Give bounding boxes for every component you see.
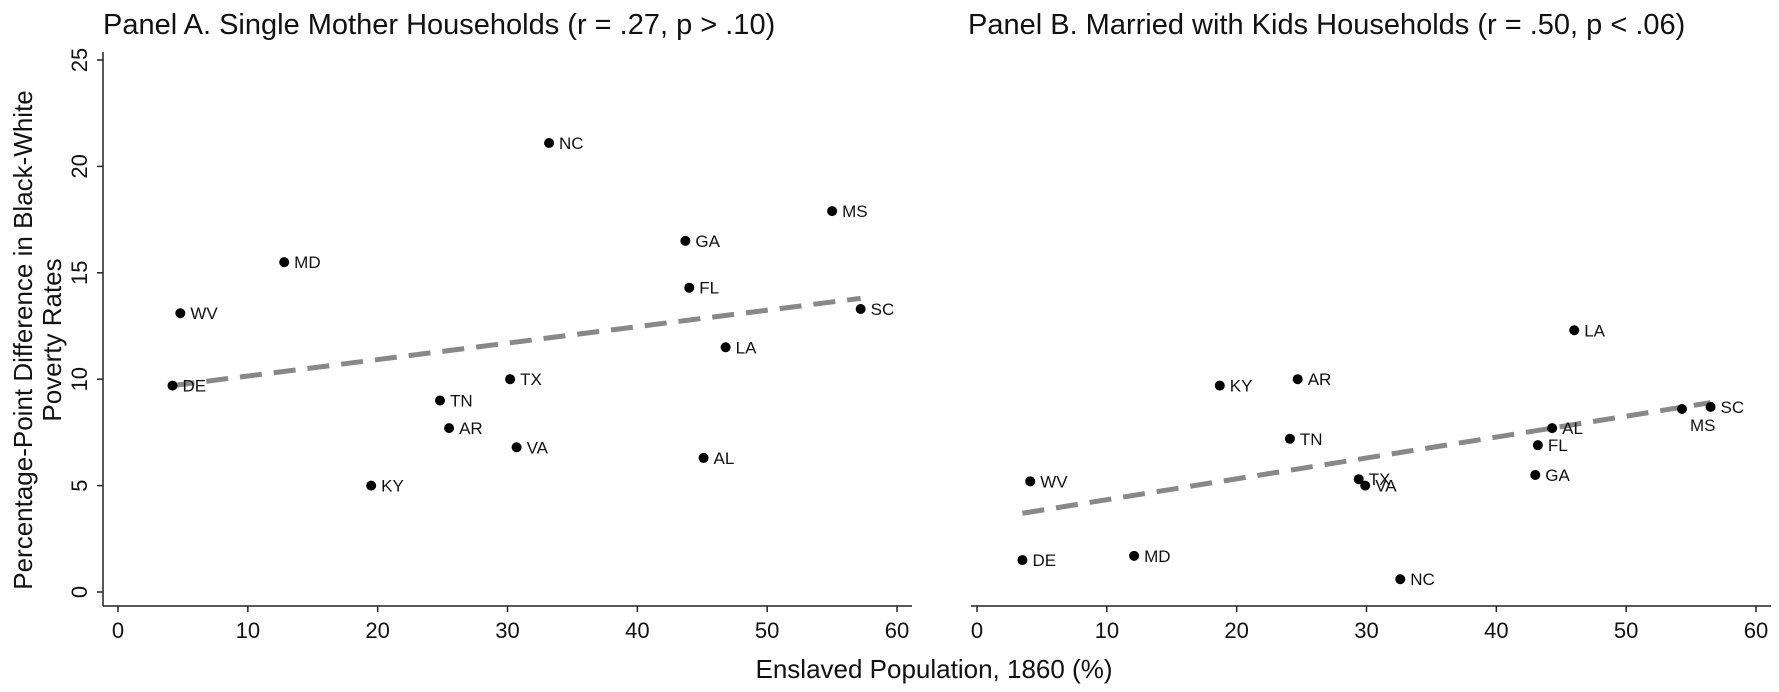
fit-line	[172, 295, 861, 389]
data-point-fl	[1532, 440, 1543, 451]
data-point-de	[167, 380, 178, 391]
point-label-va: VA	[527, 438, 549, 457]
data-point-nc	[544, 137, 555, 148]
data-point-ky	[366, 480, 377, 491]
point-label-ms: MS	[1690, 416, 1716, 435]
x-tick-label: 20	[365, 618, 389, 643]
y-tick-label: 15	[67, 261, 92, 285]
point-label-ga: GA	[695, 232, 720, 251]
data-point-ar	[444, 423, 455, 434]
data-point-la	[720, 342, 731, 353]
x-tick-label: 20	[1224, 618, 1248, 643]
data-point-ms	[1676, 403, 1687, 414]
point-label-de: DE	[183, 377, 207, 396]
point-label-tx: TX	[1369, 470, 1391, 489]
point-label-ms: MS	[842, 202, 868, 221]
panel-b-title: Panel B. Married with Kids Households (r…	[968, 9, 1685, 41]
point-label-md: MD	[294, 253, 320, 272]
point-label-ga: GA	[1545, 466, 1570, 485]
data-point-ky	[1214, 380, 1225, 391]
x-tick-label: 10	[1095, 618, 1119, 643]
y-tick-label: 25	[67, 48, 92, 72]
panel-b: Panel B. Married with Kids Households (r…	[968, 9, 1771, 643]
data-point-sc	[1705, 401, 1716, 412]
data-point-tx	[505, 374, 516, 385]
y-axis-label: Percentage-Point Difference in Black-Whi…	[8, 90, 67, 590]
point-label-tn: TN	[450, 391, 473, 410]
x-tick-label: 40	[1484, 618, 1508, 643]
point-label-fl: FL	[699, 279, 719, 298]
data-point-ga	[680, 235, 691, 246]
point-label-va: VA	[1375, 477, 1397, 496]
point-label-nc: NC	[559, 134, 584, 153]
y-axis-label-line1: Percentage-Point Difference in Black-Whi…	[8, 90, 38, 590]
point-label-ky: KY	[1230, 377, 1253, 396]
data-point-fl	[684, 282, 695, 293]
y-tick-label: 10	[67, 367, 92, 391]
point-label-ar: AR	[1308, 370, 1332, 389]
panel-a: Panel A. Single Mother Households (r = .…	[67, 9, 912, 643]
y-tick-label: 0	[67, 586, 92, 598]
point-label-wv: WV	[1040, 472, 1068, 491]
data-point-tn	[434, 395, 445, 406]
y-tick-label: 20	[67, 154, 92, 178]
data-point-wv	[1025, 476, 1036, 487]
point-label-de: DE	[1032, 551, 1056, 570]
point-label-la: LA	[736, 338, 757, 357]
x-tick-label: 10	[236, 618, 260, 643]
x-tick-label: 50	[755, 618, 779, 643]
data-point-al	[1547, 423, 1558, 434]
y-axis-label-line2: Poverty Rates	[37, 258, 67, 421]
data-point-nc	[1395, 574, 1406, 585]
x-tick-label: 60	[1744, 618, 1768, 643]
point-label-al: AL	[714, 449, 735, 468]
data-point-de	[1017, 555, 1028, 566]
data-point-ms	[827, 206, 838, 217]
x-tick-label: 30	[495, 618, 519, 643]
data-point-la	[1569, 325, 1580, 336]
point-label-fl: FL	[1548, 436, 1568, 455]
fit-line	[1022, 400, 1711, 516]
x-tick-label: 0	[971, 618, 983, 643]
data-point-md	[1129, 550, 1140, 561]
point-label-ky: KY	[381, 477, 404, 496]
x-tick-label: 60	[885, 618, 909, 643]
y-tick-label: 5	[67, 479, 92, 491]
data-point-va	[1360, 480, 1371, 491]
point-label-tx: TX	[520, 370, 542, 389]
data-point-al	[698, 452, 709, 463]
x-tick-label: 0	[112, 618, 124, 643]
point-label-nc: NC	[1410, 570, 1435, 589]
point-label-ar: AR	[459, 419, 483, 438]
point-label-wv: WV	[190, 304, 218, 323]
point-label-al: AL	[1562, 419, 1583, 438]
data-point-va	[511, 442, 522, 453]
data-point-md	[279, 257, 290, 268]
data-point-ar	[1292, 374, 1303, 385]
x-tick-label: 40	[625, 618, 649, 643]
point-label-sc: SC	[871, 300, 895, 319]
point-label-sc: SC	[1721, 398, 1745, 417]
point-label-md: MD	[1144, 547, 1170, 566]
data-point-wv	[175, 308, 186, 319]
data-point-ga	[1530, 469, 1541, 480]
data-point-tx	[1353, 474, 1364, 485]
data-point-sc	[855, 303, 866, 314]
panel-a-title: Panel A. Single Mother Households (r = .…	[103, 9, 775, 41]
point-label-tn: TN	[1300, 430, 1323, 449]
data-point-tn	[1284, 433, 1295, 444]
point-label-la: LA	[1584, 321, 1605, 340]
x-tick-label: 30	[1354, 618, 1378, 643]
x-axis-label: Enslaved Population, 1860 (%)	[755, 654, 1112, 684]
x-tick-label: 50	[1614, 618, 1638, 643]
